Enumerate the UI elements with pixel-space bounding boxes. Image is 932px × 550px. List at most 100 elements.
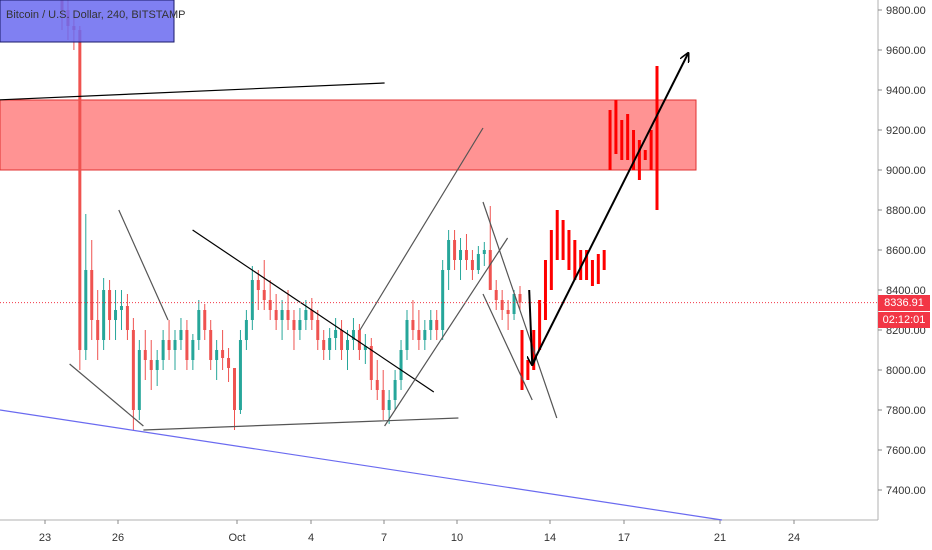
candle <box>417 310 421 350</box>
candle-body <box>399 350 403 380</box>
candle-body <box>268 300 272 310</box>
candle-body <box>435 320 439 330</box>
candle <box>322 330 326 360</box>
candle <box>464 234 468 270</box>
candle <box>482 242 486 266</box>
y-tick-label: 7400.00 <box>886 485 926 497</box>
candle <box>185 320 189 370</box>
candle-body <box>125 306 129 330</box>
candle <box>334 318 338 350</box>
x-tick-label: 4 <box>308 532 314 544</box>
candle <box>518 286 522 310</box>
candle-body <box>114 310 118 320</box>
candle-body <box>334 330 338 338</box>
x-tick-label: 21 <box>714 532 726 544</box>
y-tick-label: 7600.00 <box>886 445 926 457</box>
candle <box>143 330 147 380</box>
candle <box>512 290 516 320</box>
candle-body <box>298 320 302 330</box>
candle-body <box>173 340 177 350</box>
candle <box>238 330 242 414</box>
candle-body <box>90 270 94 320</box>
trend-line <box>192 229 435 393</box>
candle <box>209 320 213 370</box>
candle <box>405 310 409 360</box>
candle <box>470 250 474 280</box>
candle <box>108 280 112 340</box>
candle <box>102 278 106 350</box>
trend-line <box>482 293 533 401</box>
candle-body <box>179 330 183 340</box>
candle <box>459 238 463 280</box>
candle <box>114 290 118 340</box>
x-tick-label: 23 <box>39 532 51 544</box>
candle-body <box>357 330 361 350</box>
candle <box>381 370 385 420</box>
candle-body <box>137 350 141 410</box>
candle <box>215 340 219 380</box>
y-tick-label: 9400.00 <box>886 85 926 97</box>
candle <box>125 294 129 340</box>
projection-arrow <box>529 289 532 364</box>
candle-body <box>221 350 225 358</box>
candle-body <box>447 240 451 270</box>
candle-body <box>203 310 207 330</box>
candle-body <box>393 380 397 400</box>
x-tick-label: 26 <box>112 532 124 544</box>
candle-body <box>417 330 421 340</box>
candle-body <box>286 310 290 320</box>
candle-body <box>250 280 254 320</box>
candle <box>292 310 296 350</box>
candle-body <box>191 340 195 360</box>
candle <box>161 330 165 370</box>
candle-body <box>500 300 504 310</box>
candle-body <box>197 310 201 340</box>
candle <box>328 328 332 360</box>
candle <box>346 330 350 370</box>
candle-body <box>238 340 242 410</box>
candle-body <box>209 330 213 360</box>
candle-body <box>470 260 474 270</box>
candle-body <box>84 270 88 350</box>
candle-body <box>369 346 373 380</box>
candle-body <box>161 340 165 360</box>
candle <box>476 246 480 274</box>
last-price-badge: 8336.91 <box>878 294 930 311</box>
candle-body <box>185 330 189 360</box>
candle-body <box>340 330 344 350</box>
candle <box>84 214 88 360</box>
candle <box>411 300 415 340</box>
candle <box>286 290 290 330</box>
candle-body <box>494 290 498 300</box>
candle <box>268 280 272 320</box>
candle <box>375 360 379 400</box>
candle <box>369 338 373 390</box>
trend-line <box>482 201 558 419</box>
candle-body <box>232 368 236 410</box>
title-highlight-box <box>0 0 175 43</box>
candle <box>274 294 278 330</box>
candle-body <box>322 340 326 350</box>
candle-body <box>429 320 433 330</box>
candle-body <box>280 310 284 320</box>
candle <box>316 310 320 350</box>
candle-body <box>476 254 480 270</box>
candle-body <box>119 306 123 310</box>
candle <box>447 230 451 290</box>
candle <box>119 290 123 330</box>
candle <box>262 260 266 310</box>
candle <box>399 340 403 390</box>
y-tick-label: 8600.00 <box>886 245 926 257</box>
support-trendline <box>0 409 723 521</box>
candle <box>232 368 236 430</box>
candle <box>167 320 171 360</box>
y-tick-label: 8000.00 <box>886 365 926 377</box>
candle <box>191 334 195 370</box>
candle-body <box>304 310 308 320</box>
candle-body <box>143 350 147 360</box>
y-tick-label: 9200.00 <box>886 125 926 137</box>
candle <box>137 340 141 420</box>
candle <box>351 318 355 350</box>
candle <box>310 298 314 330</box>
